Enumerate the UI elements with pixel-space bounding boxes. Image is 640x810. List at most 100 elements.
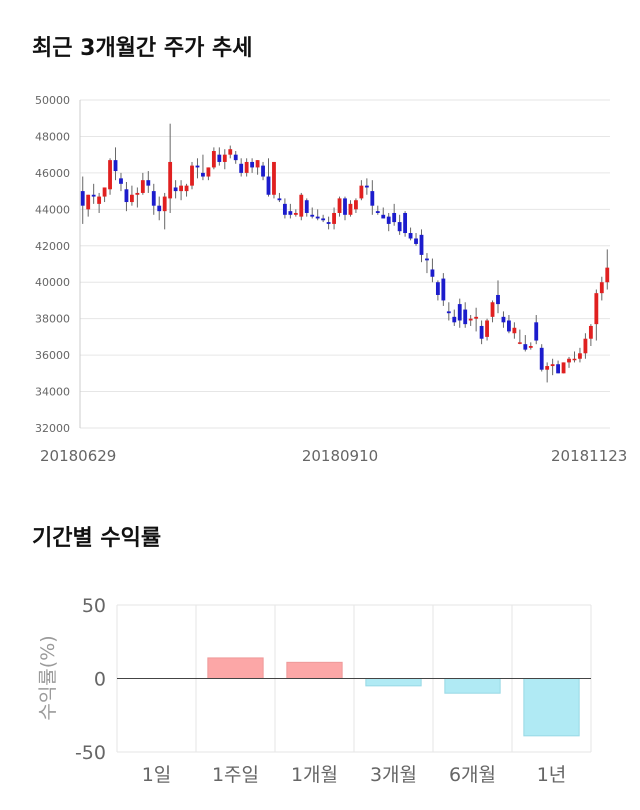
candle-x-axis: 20180629 20180910 20181123	[40, 447, 627, 465]
candle-body	[124, 189, 129, 203]
candle	[599, 276, 604, 301]
candle-body	[375, 211, 380, 213]
candle-body	[414, 238, 418, 244]
candle	[583, 333, 588, 359]
candle	[496, 280, 500, 314]
candle	[605, 249, 610, 290]
candlestick-chart: 32000 34000 36000 38000 40000 42000 44000 46000…	[35, 94, 627, 465]
candle	[201, 154, 205, 181]
return-bar	[286, 661, 343, 680]
candle	[408, 227, 413, 241]
candle-body	[129, 194, 134, 203]
candle-body	[293, 212, 298, 215]
candle-body	[299, 194, 304, 217]
candle-body	[80, 191, 85, 206]
candle-y-tick-label: 42000	[35, 240, 70, 253]
candle	[124, 182, 129, 212]
candle-body	[408, 233, 413, 239]
candle-body	[255, 160, 260, 168]
candle-body	[354, 200, 358, 210]
candle	[211, 147, 216, 170]
candle-body	[441, 278, 446, 301]
candle-body	[452, 316, 457, 323]
candle-x-tick-label: 20180910	[302, 447, 378, 465]
candle-body	[151, 191, 156, 206]
candle	[539, 344, 544, 372]
candle	[102, 187, 107, 203]
candle	[129, 185, 134, 206]
candle	[337, 196, 342, 217]
bar-y-axis: 50 0 -50	[75, 595, 106, 764]
candle	[392, 203, 397, 226]
period-returns-title: 기간별 수익률	[32, 526, 162, 551]
candle	[310, 207, 315, 219]
candle	[441, 273, 446, 306]
candle-body	[539, 347, 544, 370]
candle-body	[86, 194, 91, 210]
candle	[381, 207, 386, 219]
candle	[299, 192, 304, 221]
candle-body	[463, 309, 468, 325]
candle	[233, 151, 238, 164]
candle	[332, 207, 336, 230]
candle-body	[211, 151, 216, 168]
candle	[151, 183, 156, 215]
candle	[572, 351, 577, 363]
candle	[135, 187, 140, 208]
candle	[517, 329, 522, 345]
candle-body	[534, 322, 539, 341]
bar-x-tick-label: 1일	[142, 764, 172, 786]
candle	[463, 302, 468, 328]
candle-body	[528, 346, 533, 348]
candle-body	[523, 344, 528, 350]
candle	[326, 216, 331, 230]
candle	[184, 183, 189, 197]
candle	[119, 172, 123, 192]
candle-body	[282, 203, 287, 215]
candle-y-tick-label: 32000	[35, 422, 70, 435]
candle-body	[146, 180, 151, 186]
candle	[375, 205, 380, 215]
candle	[168, 123, 173, 213]
candle	[556, 360, 561, 374]
candle-body	[545, 366, 550, 370]
candle	[190, 161, 194, 190]
candle-y-tick-label: 50000	[35, 94, 70, 107]
candle	[250, 158, 255, 173]
candle-body	[190, 165, 194, 186]
candle	[179, 180, 183, 201]
candle	[528, 342, 533, 350]
candle	[255, 160, 260, 175]
candle	[348, 200, 353, 217]
candle-body	[550, 364, 555, 367]
candle	[588, 324, 593, 346]
candle-body	[386, 216, 391, 224]
candle-body	[228, 149, 233, 155]
candle	[507, 315, 511, 334]
candle-body	[168, 161, 173, 199]
candle-body	[343, 198, 347, 215]
candle-body	[157, 205, 162, 212]
candle-body	[517, 342, 522, 344]
candle-body	[135, 192, 140, 195]
candle	[304, 198, 309, 217]
candle	[91, 183, 96, 204]
candle	[435, 280, 440, 301]
candle	[288, 203, 293, 219]
candle-body	[244, 161, 249, 173]
candle-body	[277, 198, 282, 201]
candle-y-tick-label: 46000	[35, 167, 70, 180]
candle	[239, 158, 244, 177]
bar-x-tick-label: 6개월	[449, 764, 496, 786]
candle-body	[97, 196, 102, 204]
candle-body	[108, 160, 112, 190]
candle-body	[588, 325, 593, 339]
candle-body	[250, 161, 255, 168]
candle	[452, 309, 457, 326]
candle	[222, 149, 227, 170]
candle	[321, 214, 326, 223]
candle-y-tick-label: 36000	[35, 349, 70, 362]
candle	[512, 322, 517, 339]
candle-body	[457, 304, 462, 321]
candle	[425, 253, 429, 274]
